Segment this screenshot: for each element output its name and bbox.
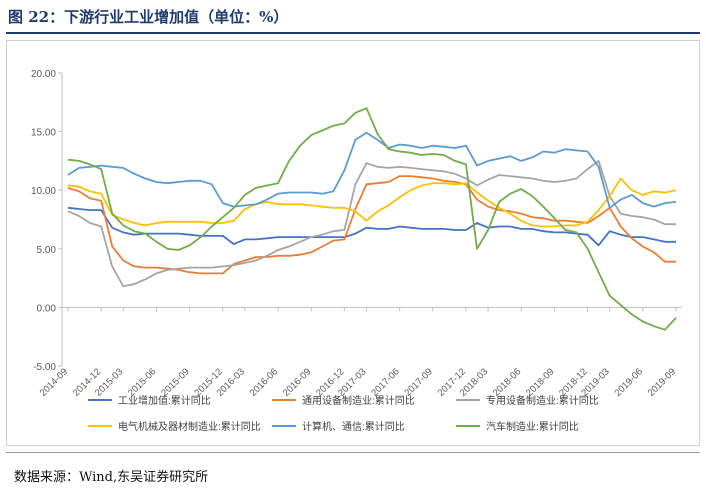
x-tick-label: 2016-06: [248, 366, 280, 398]
series-line-3: [67, 159, 676, 288]
chart-frame: [6, 40, 700, 446]
x-tick-label: 2015-06: [126, 366, 158, 398]
chart-series: [67, 107, 677, 331]
series-line-5: [67, 131, 677, 209]
legend-label: 电气机械及器材制造业:累计同比: [118, 420, 261, 433]
legend-item-2: 通用设备制造业:累计同比: [272, 394, 415, 407]
y-tick-label: -5.00: [33, 362, 56, 373]
series-line-6: [67, 107, 677, 331]
x-tick-label: 2018-06: [491, 366, 523, 398]
legend-label: 专用设备制造业:累计同比: [486, 394, 599, 407]
chart-legend: 工业增加值:累计同比 通用设备制造业:累计同比 专用设备制造业:累计同比电气机械及器…: [88, 394, 599, 433]
series-line-4: [67, 177, 677, 228]
series-line-1: [67, 206, 676, 247]
series-line-2: [67, 175, 676, 275]
data-source-note: 数据来源：Wind,东吴证券研究所: [14, 470, 209, 485]
source-divider: [6, 452, 700, 453]
legend-item-4: 电气机械及器材制造业:累计同比: [88, 420, 261, 433]
x-tick-label: 2019-06: [613, 366, 645, 398]
x-tick-label: 2017-09: [402, 366, 434, 398]
y-tick-label: 15.00: [31, 128, 56, 139]
y-tick-label: 20.00: [31, 69, 56, 80]
legend-label: 工业增加值:累计同比: [118, 394, 211, 407]
x-tick-label: 2015-09: [159, 366, 191, 398]
x-tick-label: 2016-09: [281, 366, 313, 398]
y-tick-label: 10.00: [31, 186, 56, 197]
x-tick-label: 2019-09: [646, 366, 678, 398]
legend-item-6: 汽车制造业:累计同比: [456, 420, 579, 433]
x-tick-label: 2018-09: [524, 366, 556, 398]
chart-title: 图 22：下游行业工业增加值（单位：%）: [8, 8, 289, 26]
x-tick-label: 2017-06: [369, 366, 401, 398]
legend-item-3: 专用设备制造业:累计同比: [456, 394, 599, 407]
legend-label: 通用设备制造业:累计同比: [302, 394, 415, 407]
legend-item-1: 工业增加值:累计同比: [88, 394, 211, 407]
title-divider: [6, 32, 700, 34]
legend-item-5: 计算机、通信:累计同比: [272, 420, 405, 433]
y-tick-label: 0.00: [37, 303, 57, 314]
y-tick-label: 5.00: [37, 245, 57, 256]
legend-label: 汽车制造业:累计同比: [486, 420, 579, 433]
legend-label: 计算机、通信:累计同比: [302, 420, 405, 433]
